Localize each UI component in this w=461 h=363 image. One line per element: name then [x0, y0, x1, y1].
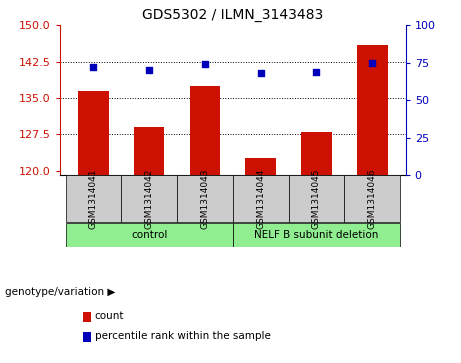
Text: genotype/variation ▶: genotype/variation ▶	[5, 287, 115, 297]
Bar	[189, 86, 220, 175]
Text: GSM1314044: GSM1314044	[256, 168, 265, 229]
Point	[90, 65, 97, 70]
Bar	[233, 175, 289, 222]
Point	[313, 69, 320, 75]
Text: control: control	[131, 230, 167, 240]
Text: percentile rank within the sample: percentile rank within the sample	[95, 331, 271, 341]
Text: GSM1314042: GSM1314042	[145, 168, 154, 229]
Text: GSM1314046: GSM1314046	[368, 168, 377, 229]
Bar	[177, 175, 233, 222]
Bar	[344, 175, 400, 222]
Bar	[289, 175, 344, 222]
Bar	[233, 223, 400, 247]
Text: GSM1314041: GSM1314041	[89, 168, 98, 229]
Bar	[65, 223, 233, 247]
Text: NELF B subunit deletion: NELF B subunit deletion	[254, 230, 378, 240]
Title: GDS5302 / ILMN_3143483: GDS5302 / ILMN_3143483	[142, 8, 324, 22]
Text: GSM1314043: GSM1314043	[201, 168, 209, 229]
Point	[257, 70, 264, 76]
Bar	[301, 132, 332, 175]
Point	[201, 61, 209, 67]
Bar	[121, 175, 177, 222]
Point	[368, 60, 376, 66]
Bar	[78, 91, 109, 175]
Text: count: count	[95, 311, 124, 321]
Bar	[134, 127, 165, 175]
Text: GSM1314045: GSM1314045	[312, 168, 321, 229]
Point	[146, 68, 153, 73]
Bar	[357, 45, 388, 175]
Bar	[245, 159, 276, 175]
Bar	[65, 175, 121, 222]
